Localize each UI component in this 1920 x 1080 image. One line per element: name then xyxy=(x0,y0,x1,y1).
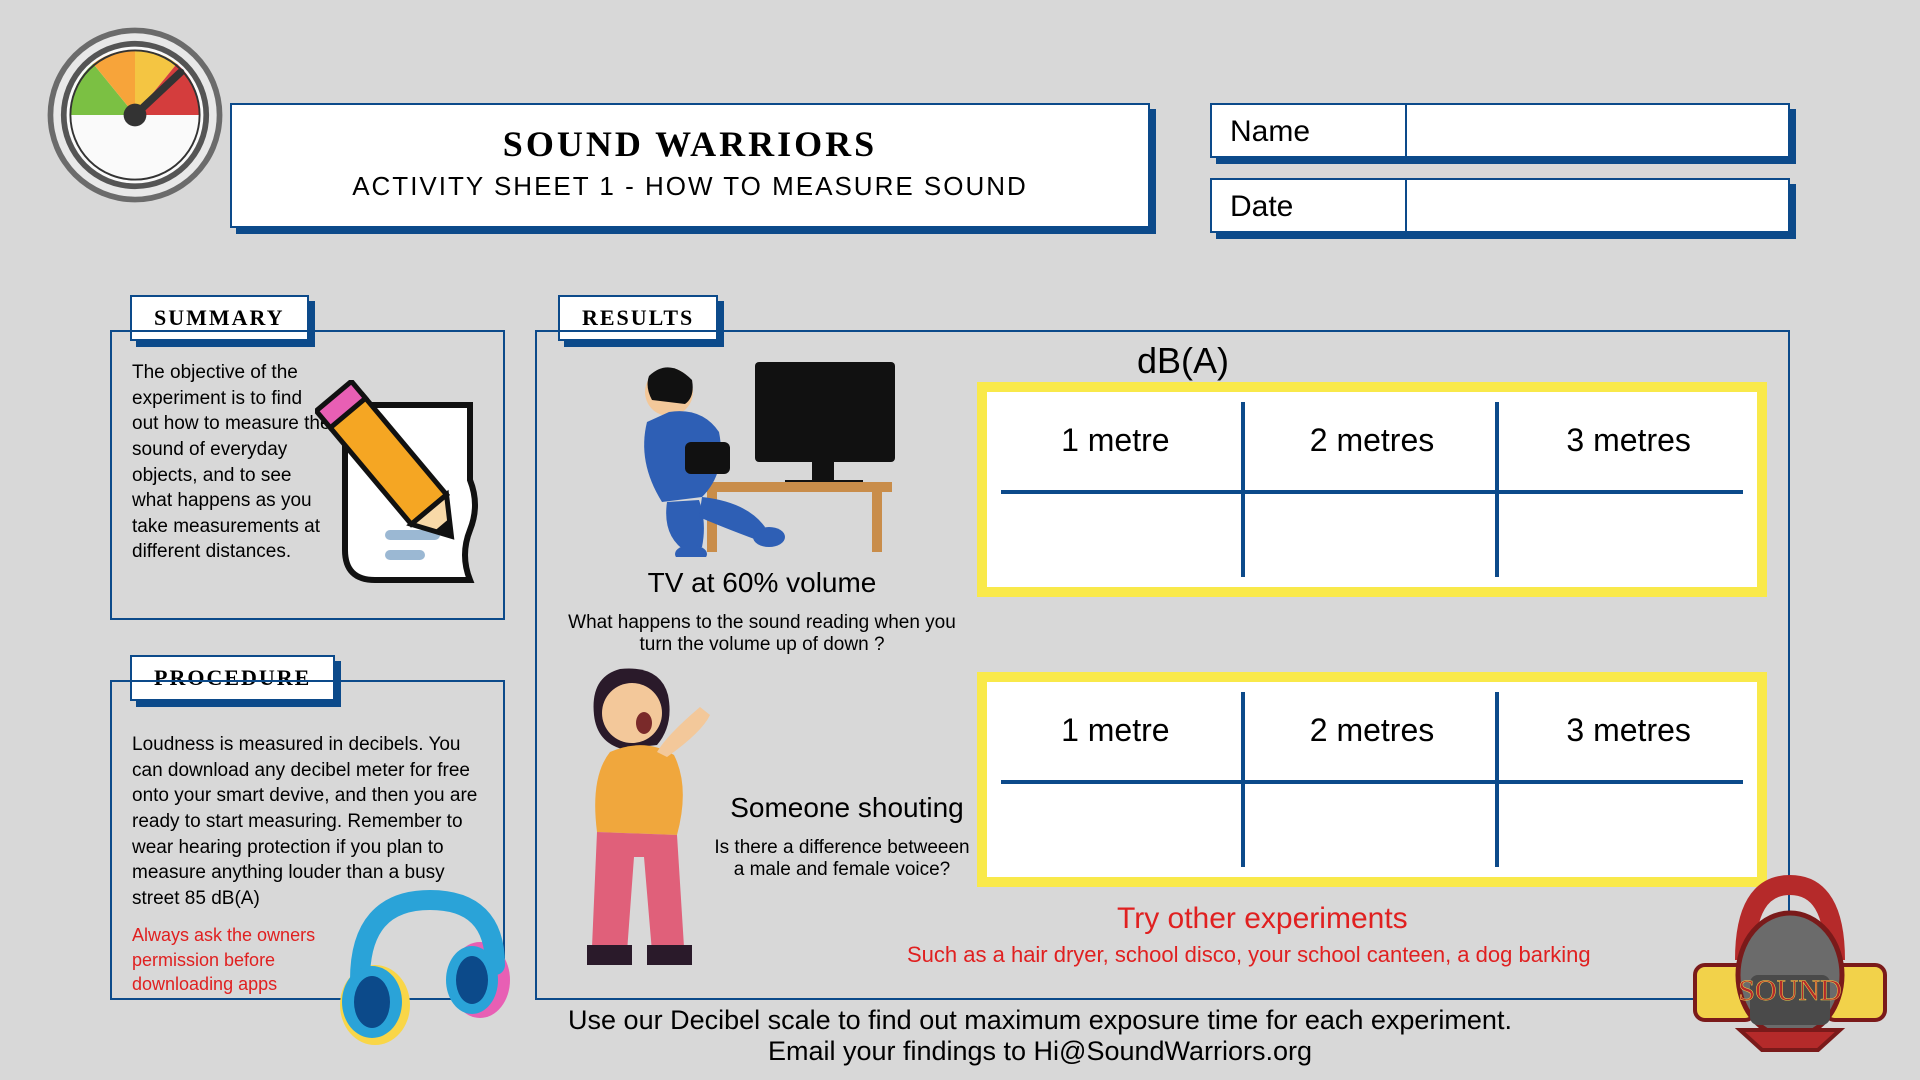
notes-icon xyxy=(315,380,515,595)
t2-c1[interactable] xyxy=(987,780,1244,878)
results-table-2[interactable]: 1 metre 2 metres 3 metres xyxy=(977,672,1767,887)
summary-text: The objective of the experiment is to fi… xyxy=(132,360,332,565)
name-row: Name xyxy=(1210,103,1790,158)
shouting-illustration xyxy=(572,657,732,977)
exp2-question: Is there a difference betweeen a male an… xyxy=(712,837,972,881)
t1-h2: 2 metres xyxy=(1244,392,1501,490)
t1-c2[interactable] xyxy=(1244,490,1501,588)
results-table-1[interactable]: 1 metre 2 metres 3 metres xyxy=(977,382,1767,597)
gauge-icon xyxy=(40,20,230,210)
date-input[interactable] xyxy=(1407,180,1788,231)
t1-c1[interactable] xyxy=(987,490,1244,588)
exp1-caption: TV at 60% volume xyxy=(607,567,917,599)
t2-c2[interactable] xyxy=(1244,780,1501,878)
date-label: Date xyxy=(1212,180,1407,231)
name-label: Name xyxy=(1212,105,1407,156)
headphones-icon xyxy=(320,880,510,1050)
t2-h1: 1 metre xyxy=(987,682,1244,780)
page-subtitle: ACTIVITY SHEET 1 - HOW TO MEASURE SOUND xyxy=(232,171,1148,202)
svg-text:SOUND: SOUND xyxy=(1738,974,1841,1007)
results-box: dB(A) TV at 60% volume What happens xyxy=(535,330,1790,1000)
name-input[interactable] xyxy=(1407,105,1788,156)
try-sub: Such as a hair dryer, school disco, your… xyxy=(907,942,1591,968)
tv-illustration xyxy=(607,352,897,557)
t1-c3[interactable] xyxy=(1500,490,1757,588)
page-title: SOUND WARRIORS xyxy=(232,123,1148,165)
sound-warriors-logo: SOUND xyxy=(1690,865,1890,1055)
t1-h3: 3 metres xyxy=(1500,392,1757,490)
footer-text: Use our Decibel scale to find out maximu… xyxy=(540,1005,1540,1067)
t2-h2: 2 metres xyxy=(1244,682,1501,780)
title-box: SOUND WARRIORS ACTIVITY SHEET 1 - HOW TO… xyxy=(230,103,1150,228)
exp2-caption: Someone shouting xyxy=(712,792,982,824)
t2-h3: 3 metres xyxy=(1500,682,1757,780)
procedure-warning: Always ask the owners permission before … xyxy=(132,923,352,996)
t2-c3[interactable] xyxy=(1500,780,1757,878)
date-row: Date xyxy=(1210,178,1790,233)
exp1-question: What happens to the sound reading when y… xyxy=(567,612,957,656)
try-title: Try other experiments xyxy=(1117,902,1408,936)
t1-h1: 1 metre xyxy=(987,392,1244,490)
dba-label: dB(A) xyxy=(1137,340,1229,382)
